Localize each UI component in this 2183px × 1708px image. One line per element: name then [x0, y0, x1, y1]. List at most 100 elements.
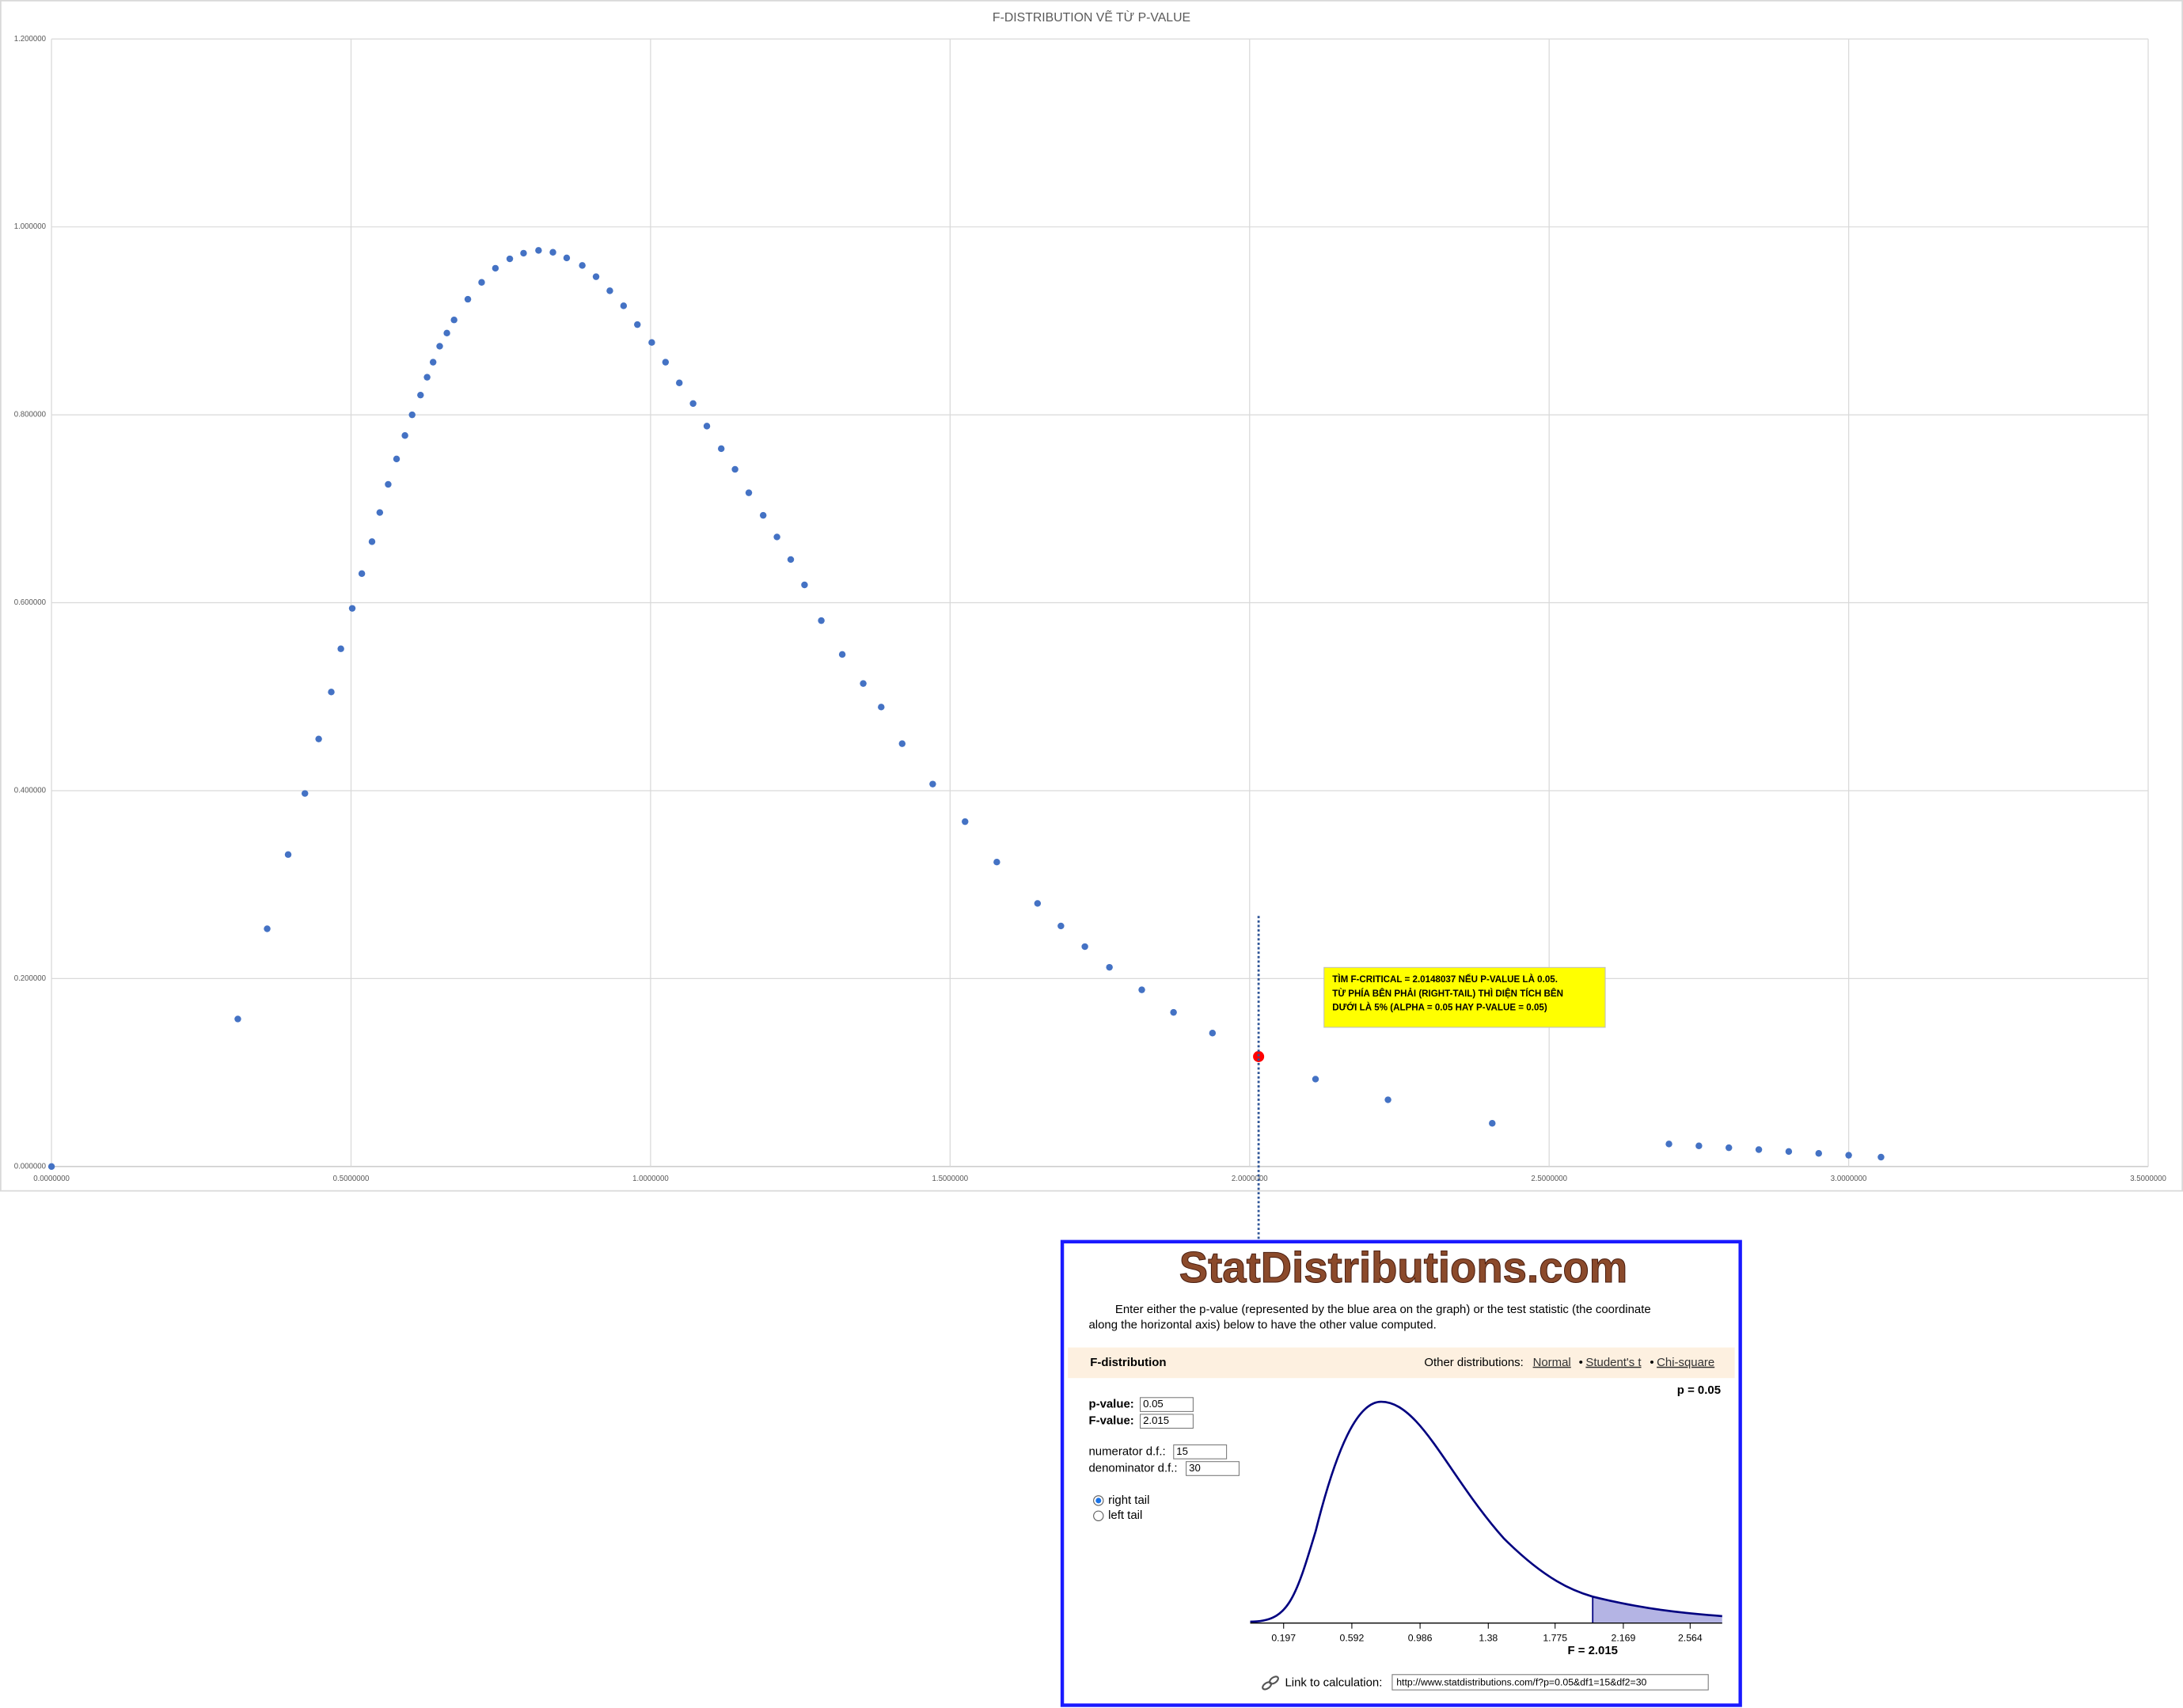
- point: [1253, 1050, 1265, 1062]
- point: [450, 316, 457, 324]
- point: [1489, 1120, 1496, 1127]
- point: [234, 1015, 241, 1023]
- point: [478, 279, 485, 286]
- point: [1665, 1141, 1672, 1148]
- annotation-box: [1323, 966, 1606, 1028]
- point: [579, 262, 586, 269]
- y-tick-label: 0.000000: [14, 1162, 46, 1171]
- point: [1384, 1096, 1391, 1103]
- x-tick-label: 0.5000000: [333, 1175, 370, 1183]
- distribution-link[interactable]: Student's t: [1585, 1356, 1642, 1369]
- y-tick-label: 0.400000: [14, 787, 46, 795]
- point: [436, 343, 443, 350]
- annotation-text: TÌM F-CRITICAL = 2.0148037 NẾU P-VALUE L…: [1332, 974, 1558, 985]
- input-box[interactable]: [1140, 1397, 1194, 1412]
- point: [1209, 1030, 1217, 1037]
- input-box[interactable]: [1173, 1444, 1228, 1459]
- link-url[interactable]: http://www.statdistributions.com/f?p=0.0…: [1396, 1677, 1646, 1688]
- tail-option[interactable]: left tail: [1108, 1509, 1142, 1522]
- point: [408, 411, 416, 419]
- point: [1785, 1148, 1793, 1156]
- point: [328, 689, 335, 696]
- separator: •: [1579, 1356, 1583, 1369]
- x-tick-label: 1.0000000: [632, 1175, 669, 1183]
- input-box[interactable]: [1140, 1414, 1194, 1429]
- point: [787, 556, 795, 564]
- point: [898, 740, 906, 747]
- inset-tick-label: 0.986: [1408, 1632, 1433, 1643]
- inset-tick-label: 2.564: [1678, 1632, 1703, 1643]
- point: [592, 273, 600, 280]
- point: [718, 445, 725, 453]
- y-tick-label: 1.000000: [14, 222, 46, 231]
- x-tick-label: 3.5000000: [2130, 1175, 2166, 1183]
- point: [1170, 1008, 1177, 1016]
- point: [464, 295, 472, 303]
- chart-title: F-DISTRIBUTION VẼ TỪ P-VALUE: [993, 9, 1190, 25]
- point: [801, 581, 808, 589]
- p-display: p = 0.05: [1677, 1383, 1721, 1397]
- point: [1695, 1142, 1703, 1149]
- point: [773, 533, 780, 541]
- point: [929, 780, 936, 788]
- field-value[interactable]: 2.015: [1143, 1414, 1169, 1426]
- point: [284, 851, 292, 858]
- point: [302, 790, 309, 797]
- point: [423, 374, 431, 381]
- point: [993, 858, 1000, 866]
- field-label: numerator d.f.:: [1088, 1444, 1165, 1458]
- field-value[interactable]: 30: [1189, 1462, 1201, 1474]
- point: [315, 735, 322, 742]
- point: [662, 359, 670, 366]
- inset-tick-label: 0.592: [1340, 1632, 1365, 1643]
- annotation-text: DƯỚI LÀ 5% (ALPHA = 0.05 HAY P-VALUE = 0…: [1332, 1002, 1547, 1012]
- distribution-link[interactable]: Chi-square: [1657, 1356, 1714, 1369]
- logo: StatDistributions.com: [1179, 1243, 1627, 1292]
- point: [759, 511, 767, 519]
- link-label: Link to calculation:: [1285, 1676, 1382, 1689]
- tab-band: [1068, 1347, 1735, 1379]
- plot: 0.000000 0.200000 0.400000 0.600000 0.800000…: [14, 35, 2166, 1183]
- point: [1755, 1146, 1763, 1153]
- url-box[interactable]: [1391, 1674, 1709, 1691]
- point: [689, 400, 697, 408]
- point: [634, 321, 641, 328]
- point: [520, 249, 527, 257]
- point: [393, 455, 401, 463]
- other-label: Other distributions:: [1424, 1356, 1523, 1369]
- point: [443, 329, 450, 337]
- point: [401, 432, 408, 439]
- inset-tick-label: 1.775: [1543, 1632, 1567, 1643]
- point: [1081, 943, 1088, 951]
- point: [676, 379, 683, 386]
- f-label: F = 2.015: [1567, 1644, 1618, 1657]
- y-tick-label: 1.200000: [14, 35, 46, 44]
- point: [731, 465, 738, 473]
- tail-option[interactable]: right tail: [1108, 1494, 1149, 1507]
- point: [703, 423, 711, 430]
- point: [1845, 1152, 1852, 1159]
- point: [492, 264, 499, 272]
- point: [385, 480, 392, 488]
- distribution-link[interactable]: Normal: [1533, 1356, 1571, 1369]
- field-label: F-value:: [1088, 1414, 1133, 1428]
- point: [860, 680, 867, 687]
- point: [376, 509, 384, 516]
- input-box[interactable]: [1186, 1461, 1240, 1476]
- inset-frame: [1060, 1239, 1742, 1707]
- point: [563, 254, 571, 262]
- point: [1106, 963, 1113, 971]
- point: [337, 645, 344, 652]
- point: [1815, 1150, 1822, 1157]
- point: [838, 651, 846, 659]
- point: [1057, 922, 1065, 930]
- field-value[interactable]: 15: [1176, 1445, 1188, 1457]
- radio[interactable]: [1093, 1510, 1104, 1521]
- point: [620, 302, 628, 309]
- intro-text: Enter either the p-value (represented by…: [1115, 1303, 1651, 1316]
- field-value[interactable]: 0.05: [1143, 1398, 1164, 1410]
- radio-dot: [1095, 1497, 1102, 1504]
- chart-area: [0, 0, 2183, 1192]
- y-tick-label: 0.600000: [14, 598, 46, 607]
